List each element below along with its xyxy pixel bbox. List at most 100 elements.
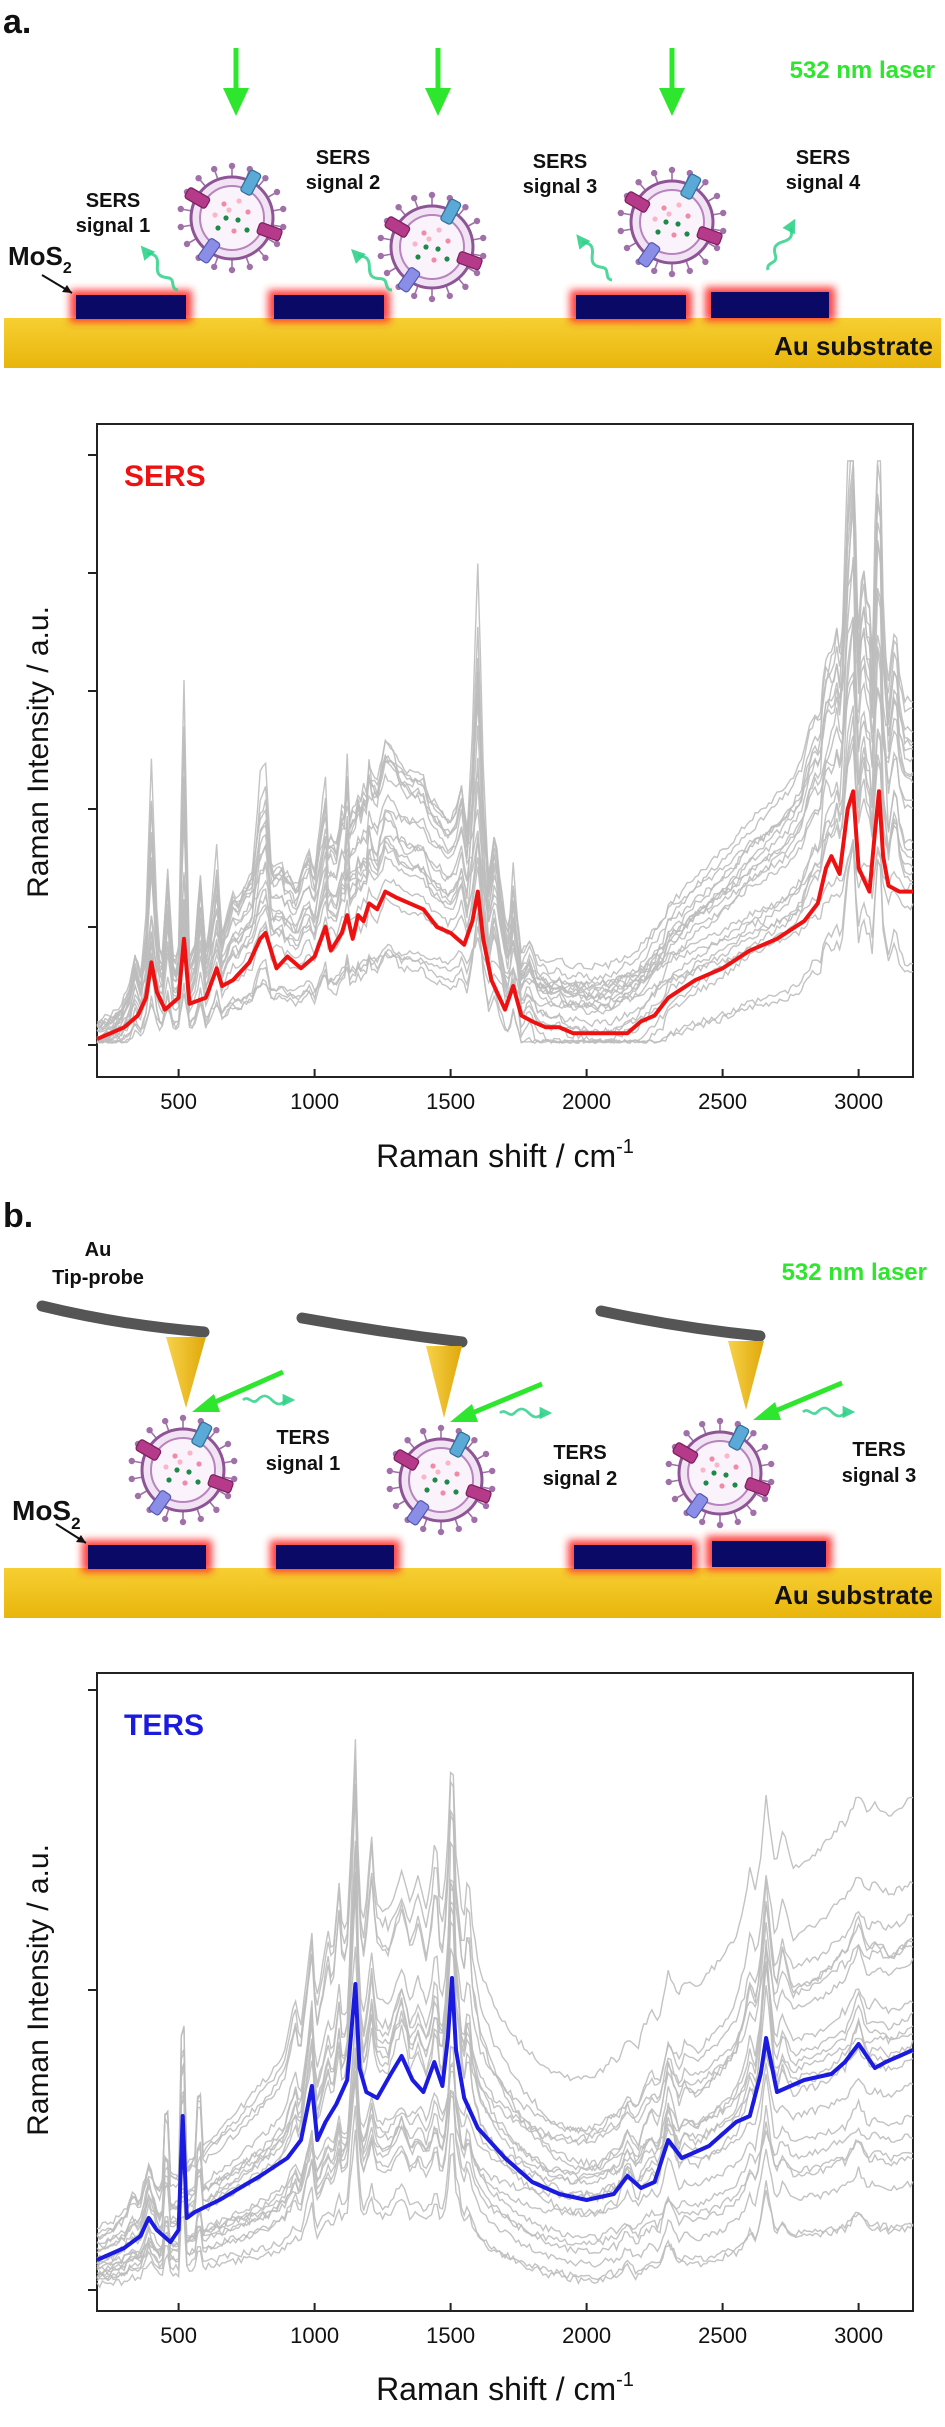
background-trace [96, 483, 914, 1023]
laser-arrow-icon [450, 1381, 543, 1422]
background-trace [96, 1840, 914, 2249]
x-tick-label: 1500 [426, 2323, 475, 2348]
ters-ticks: 500 1000 1500 2000 2500 3000 [88, 1689, 883, 2348]
background-trace [96, 1844, 914, 2245]
svg-text:signal 4: signal 4 [786, 172, 861, 194]
tip-label: Au Tip-probe [52, 1239, 144, 1289]
laser-arrow-icon [192, 1369, 285, 1412]
background-trace [96, 678, 914, 1044]
signal-label-b2: TERS signal 2 [543, 1442, 617, 1490]
background-trace [96, 2079, 914, 2270]
panel-b-label: b. [3, 1197, 33, 1235]
scatter-wave-icon [498, 1405, 554, 1421]
svg-text:SERS: SERS [316, 147, 370, 169]
x-tick-label: 500 [160, 1089, 197, 1114]
scatter-wave-icon [569, 228, 620, 286]
svg-text:SERS: SERS [86, 190, 140, 212]
exosome-icon [664, 1417, 776, 1529]
sers-plot-frame [96, 423, 914, 1078]
signal-label-a1: SERS signal 1 [76, 190, 150, 237]
laser-arrow-icon [223, 48, 249, 116]
x-tick-label: 3000 [834, 1089, 883, 1114]
mos2-flakes-b [82, 1536, 832, 1572]
scatter-wave-icon [801, 1404, 857, 1420]
exosome-icon [127, 1414, 239, 1526]
x-tick-label: 2500 [698, 2323, 747, 2348]
x-tick-label: 3000 [834, 2323, 883, 2348]
background-trace [96, 735, 914, 1045]
afm-tip-icon [296, 1312, 468, 1418]
scatter-wave-icon [133, 239, 185, 296]
scatter-wave-icon [760, 214, 803, 275]
afm-tip-icon [595, 1305, 766, 1410]
background-trace [96, 841, 914, 1045]
laser-arrow-icon [659, 48, 685, 116]
sers-chart: 500 1000 1500 2000 2500 3000 SERS Raman Inten… [22, 423, 914, 1174]
exosome-icon [616, 166, 728, 278]
x-tick-label: 2500 [698, 1089, 747, 1114]
sers-ticks: 500 1000 1500 2000 2500 3000 [88, 454, 883, 1114]
svg-text:MoS2: MoS2 [12, 1495, 81, 1533]
highlight-series-line [96, 789, 913, 1041]
background-trace [96, 2021, 914, 2269]
svg-text:SERS: SERS [533, 151, 587, 173]
background-trace [96, 460, 914, 1040]
x-tick-label: 1000 [290, 2323, 339, 2348]
svg-text:Au: Au [85, 1239, 112, 1261]
svg-text:signal 2: signal 2 [543, 1468, 617, 1490]
au-substrate-a [4, 318, 941, 368]
background-trace [96, 844, 914, 1044]
au-substrate-label-b: Au substrate [774, 1580, 933, 1610]
signal-label-b1: TERS signal 1 [266, 1427, 340, 1475]
laser-label-b: 532 nm laser [782, 1259, 927, 1286]
ters-highlight-series [96, 1976, 914, 2262]
mos2-label-a: MoS2 [8, 241, 73, 294]
exosome-icon [385, 1424, 497, 1536]
scatter-wave-icon [344, 242, 399, 297]
sers-background-traces [96, 460, 914, 1045]
svg-text:Tip-probe: Tip-probe [52, 1267, 144, 1289]
svg-text:MoS2: MoS2 [8, 241, 72, 277]
sers-x-axis-label: Raman shift / cm-1 [376, 1136, 634, 1174]
background-trace [96, 1761, 914, 2241]
background-trace [96, 2047, 914, 2276]
highlight-series-line [96, 1976, 914, 2262]
svg-text:TERS: TERS [276, 1427, 329, 1449]
x-tick-label: 1000 [290, 1089, 339, 1114]
background-trace [96, 1876, 914, 2253]
svg-text:TERS: TERS [553, 1442, 606, 1464]
svg-text:signal 3: signal 3 [842, 1465, 916, 1487]
signal-label-a3: SERS signal 3 [523, 151, 597, 198]
svg-text:signal 2: signal 2 [306, 172, 380, 194]
x-tick-label: 1500 [426, 1089, 475, 1114]
signal-label-a2: SERS signal 2 [306, 147, 380, 194]
svg-text:TERS: TERS [852, 1439, 905, 1461]
sers-y-axis-label: Raman Intensity / a.u. [22, 606, 55, 898]
background-trace [96, 2105, 914, 2285]
x-tick-label: 2000 [562, 2323, 611, 2348]
svg-text:SERS: SERS [796, 147, 850, 169]
mos2-label-b: MoS2 [12, 1495, 87, 1544]
sers-title: SERS [124, 460, 206, 493]
x-tick-label: 2000 [562, 1089, 611, 1114]
background-trace [96, 1794, 914, 2235]
exosome-icon [176, 162, 288, 274]
laser-label-a: 532 nm laser [790, 57, 935, 84]
background-trace [96, 618, 914, 1044]
svg-text:signal 3: signal 3 [523, 176, 597, 198]
background-trace [96, 2076, 914, 2282]
background-trace [96, 1943, 914, 2269]
background-trace [96, 506, 914, 1027]
ters-chart: 500 1000 1500 2000 2500 3000 TERS Raman Inten… [22, 1672, 914, 2407]
signal-label-a4: SERS signal 4 [786, 147, 861, 194]
mos2-flakes-a [70, 287, 835, 322]
background-trace [96, 2129, 914, 2289]
au-substrate-b [4, 1568, 941, 1618]
background-trace [96, 742, 914, 1044]
ters-x-axis-label: Raman shift / cm-1 [376, 2369, 634, 2407]
ters-y-axis-label: Raman Intensity / a.u. [22, 1844, 55, 2136]
panel-a-label: a. [3, 3, 31, 41]
background-trace [96, 2020, 914, 2273]
background-trace [96, 1871, 914, 2254]
